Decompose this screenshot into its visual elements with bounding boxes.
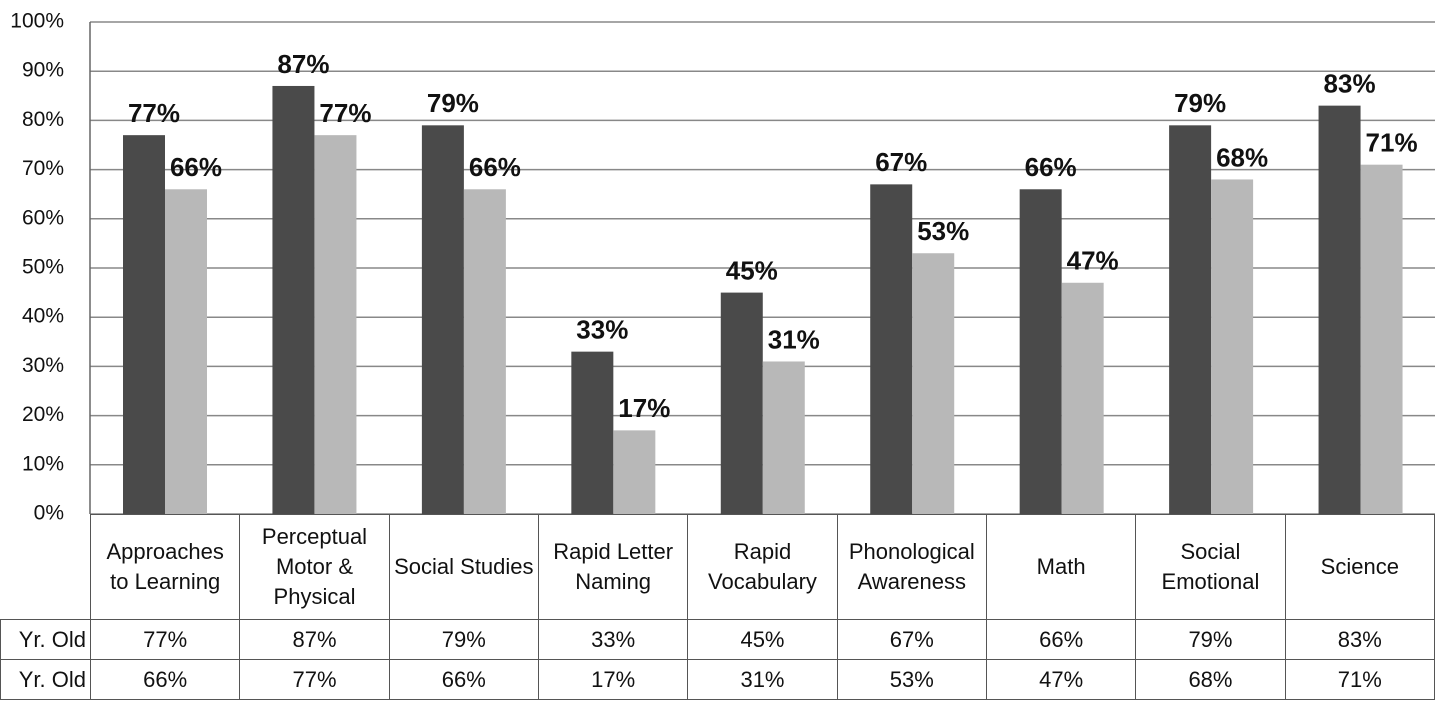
value-label: 83% xyxy=(1324,69,1376,99)
value-label: 77% xyxy=(128,98,180,128)
category-label: Math xyxy=(985,514,1137,620)
value-label: 17% xyxy=(618,393,670,423)
category-label: Phonological Awareness xyxy=(836,514,987,620)
table-value: 17% xyxy=(537,659,689,700)
bar xyxy=(421,125,464,514)
bar xyxy=(870,184,913,515)
category-label: Approaches to Learning xyxy=(89,514,241,620)
value-label: 66% xyxy=(1025,152,1077,182)
bar xyxy=(1169,125,1212,514)
y-tick-label: 40% xyxy=(22,305,64,328)
table-value: 68% xyxy=(1135,659,1286,700)
value-label: 68% xyxy=(1216,142,1268,172)
y-tick-label: 10% xyxy=(22,452,64,475)
data-table: Approaches to Learning Perceptual Motor &… xyxy=(0,514,1436,700)
bar xyxy=(123,135,165,514)
table-value: 66% xyxy=(985,619,1137,660)
bar xyxy=(1318,105,1361,514)
table-value: 79% xyxy=(388,619,539,660)
table-value: 47% xyxy=(985,659,1137,700)
value-label: 45% xyxy=(726,255,778,285)
y-tick-label: 60% xyxy=(22,206,64,229)
table-value: 31% xyxy=(687,659,838,700)
y-tick-label: 100% xyxy=(10,10,64,33)
value-label: 66% xyxy=(469,152,521,182)
bar xyxy=(1019,189,1062,514)
value-label: 77% xyxy=(319,98,371,128)
legend-label: Yr. Old xyxy=(0,659,91,700)
value-label: 71% xyxy=(1366,128,1418,158)
table-value: 87% xyxy=(239,619,390,660)
table-value: 67% xyxy=(836,619,987,660)
value-label: 67% xyxy=(875,147,927,177)
value-label: 79% xyxy=(1174,88,1226,118)
y-tick-label: 70% xyxy=(22,157,64,180)
bar xyxy=(165,189,207,514)
value-label: 53% xyxy=(917,216,969,246)
value-label: 33% xyxy=(576,315,628,345)
table-value: 33% xyxy=(537,619,689,660)
value-label: 66% xyxy=(170,152,222,182)
blank-cell xyxy=(1,515,91,620)
legend-label: Yr. Old xyxy=(0,619,91,660)
category-label: Rapid Vocabulary xyxy=(687,514,838,620)
bar xyxy=(463,189,506,514)
value-label: 87% xyxy=(277,49,329,79)
value-label: 31% xyxy=(768,324,820,354)
y-tick-label: 90% xyxy=(22,59,64,82)
table-value: 83% xyxy=(1284,619,1436,660)
bar xyxy=(571,351,614,514)
y-tick-label: 30% xyxy=(22,354,64,377)
table-value: 79% xyxy=(1135,619,1286,660)
table-value: 77% xyxy=(239,659,390,700)
bar xyxy=(1360,164,1403,514)
category-label: Perceptual Motor & Physical xyxy=(239,514,390,620)
bar xyxy=(912,253,955,515)
table-value: 66% xyxy=(388,659,539,700)
bar xyxy=(1061,282,1104,514)
table-value: 66% xyxy=(89,659,241,700)
category-label: Science xyxy=(1284,514,1436,620)
table-value: 77% xyxy=(89,619,241,660)
bar xyxy=(1211,179,1254,514)
y-tick-label: 50% xyxy=(22,256,64,279)
y-tick-label: 20% xyxy=(22,403,64,426)
y-tick-label: 0% xyxy=(34,502,64,525)
value-label: 47% xyxy=(1067,246,1119,276)
bar xyxy=(613,430,656,514)
category-label: Rapid Letter Naming xyxy=(537,514,689,620)
bar xyxy=(762,361,805,514)
bar xyxy=(720,292,763,514)
value-label: 79% xyxy=(427,88,479,118)
y-tick-label: 80% xyxy=(22,108,64,131)
table-value: 71% xyxy=(1284,659,1436,700)
bar xyxy=(314,135,357,514)
bar xyxy=(272,85,315,515)
category-label: Social Studies xyxy=(388,514,539,620)
category-label: Social Emotional xyxy=(1135,514,1286,620)
table-value: 53% xyxy=(836,659,987,700)
table-value: 45% xyxy=(687,619,838,660)
